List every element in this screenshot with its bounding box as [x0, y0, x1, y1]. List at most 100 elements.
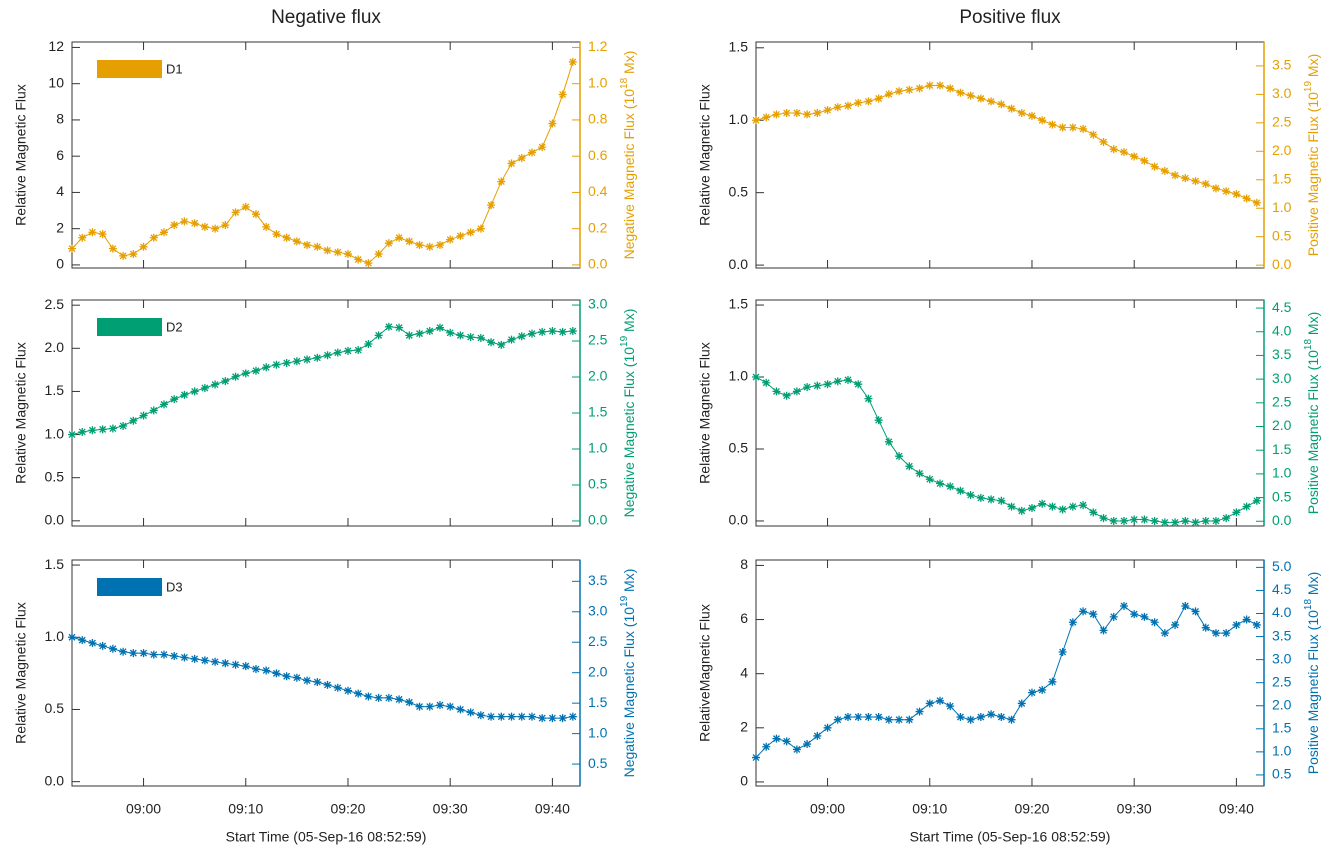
- data-marker: [282, 233, 291, 242]
- data-marker: [456, 705, 465, 714]
- data-marker: [395, 233, 404, 242]
- data-marker: [507, 712, 516, 721]
- data-marker: [1201, 179, 1210, 188]
- data-marker: [119, 647, 128, 656]
- x-tick-label: 09:00: [126, 801, 161, 817]
- data-marker: [1119, 602, 1128, 611]
- data-marker: [241, 202, 250, 211]
- series-line: [71, 636, 573, 719]
- data-marker: [119, 421, 128, 430]
- y-tick-label: 2: [56, 219, 64, 235]
- data-marker: [772, 110, 781, 119]
- data-marker: [874, 712, 883, 721]
- data-marker: [1160, 629, 1169, 638]
- data-marker: [374, 331, 383, 340]
- y2-tick-label: 0.5: [1272, 227, 1292, 243]
- data-marker: [405, 331, 414, 340]
- data-marker: [190, 387, 199, 396]
- y-tick-label: 0.0: [45, 772, 65, 788]
- data-marker: [1242, 615, 1251, 624]
- y2-tick-label: 1.5: [1272, 441, 1292, 457]
- data-marker: [1038, 116, 1047, 125]
- data-marker: [415, 329, 424, 338]
- data-marker: [1191, 607, 1200, 616]
- data-marker: [976, 94, 985, 103]
- data-marker: [813, 381, 822, 390]
- data-marker: [129, 250, 138, 259]
- data-marker: [507, 335, 516, 344]
- data-marker: [997, 712, 1006, 721]
- data-marker: [1252, 198, 1261, 207]
- plot-frame: [755, 559, 1265, 787]
- data-marker: [956, 486, 965, 495]
- data-marker: [884, 90, 893, 99]
- data-marker: [333, 683, 342, 692]
- data-marker: [170, 221, 179, 230]
- x-tick-label: 09:20: [330, 801, 365, 817]
- data-marker: [200, 222, 209, 231]
- data-marker: [1068, 618, 1077, 627]
- data-marker: [446, 328, 455, 337]
- data-marker: [792, 108, 801, 117]
- data-marker: [262, 363, 271, 372]
- data-marker: [935, 479, 944, 488]
- series-line: [71, 326, 573, 436]
- data-marker: [170, 395, 179, 404]
- y2-tick-label: 3.5: [1272, 57, 1292, 73]
- data-marker: [1181, 174, 1190, 183]
- data-marker: [517, 153, 526, 162]
- data-marker: [946, 482, 955, 491]
- panel-title: Negative flux: [271, 7, 381, 28]
- y2-tick-label: 2.5: [588, 633, 608, 649]
- data-marker: [323, 246, 332, 255]
- data-marker: [435, 240, 444, 249]
- data-marker: [874, 416, 883, 425]
- y2-tick-label: 0.2: [588, 219, 608, 235]
- y2-tick-label: 0.4: [588, 183, 608, 199]
- y-tick-label: 6: [56, 147, 64, 163]
- data-marker: [1119, 516, 1128, 525]
- data-marker: [1089, 610, 1098, 619]
- y2-label-text: Negative Magnetic Flux (10: [621, 347, 637, 518]
- data-marker: [1181, 602, 1190, 611]
- data-marker: [374, 250, 383, 259]
- y-tick-label: 2.5: [45, 296, 65, 312]
- y2-tick-label: 0.6: [588, 147, 608, 163]
- data-marker: [354, 346, 363, 355]
- data-marker: [527, 329, 536, 338]
- y2-axis-label: Negative Magnetic Flux (1019 Mx): [619, 309, 637, 518]
- data-marker: [221, 659, 230, 668]
- data-marker: [558, 714, 567, 723]
- data-marker: [466, 333, 475, 342]
- y-tick-label: 0.5: [45, 468, 65, 484]
- data-marker: [895, 452, 904, 461]
- y2-label-exponent: 19: [1303, 81, 1314, 93]
- y2-tick-label: 3.5: [1272, 627, 1292, 643]
- data-marker: [159, 650, 168, 659]
- y-tick-label: 1.5: [45, 382, 65, 398]
- y2-label-exponent: 19: [619, 335, 630, 347]
- data-marker: [313, 242, 322, 251]
- data-marker: [1048, 120, 1057, 129]
- data-marker: [292, 237, 301, 246]
- data-marker: [1171, 518, 1180, 527]
- y2-tick-label: 2.0: [1272, 696, 1292, 712]
- data-marker: [119, 251, 128, 260]
- y2-tick-label: 2.5: [1272, 114, 1292, 130]
- legend-swatch: [97, 578, 162, 596]
- data-marker: [292, 673, 301, 682]
- data-marker: [538, 143, 547, 152]
- data-marker: [987, 710, 996, 719]
- y2-label-exponent: 18: [1303, 599, 1314, 611]
- y-tick-label: 8: [740, 556, 748, 572]
- y-tick-label: 0.0: [729, 512, 749, 528]
- y2-tick-label: 3.5: [1272, 346, 1292, 362]
- data-marker: [997, 496, 1006, 505]
- y-axis-label: Relative Magnetic Flux: [13, 342, 29, 484]
- data-marker: [395, 323, 404, 332]
- data-marker: [1242, 194, 1251, 203]
- data-marker: [946, 84, 955, 93]
- data-marker: [497, 177, 506, 186]
- data-marker: [762, 742, 771, 751]
- y-tick-label: 10: [48, 74, 64, 90]
